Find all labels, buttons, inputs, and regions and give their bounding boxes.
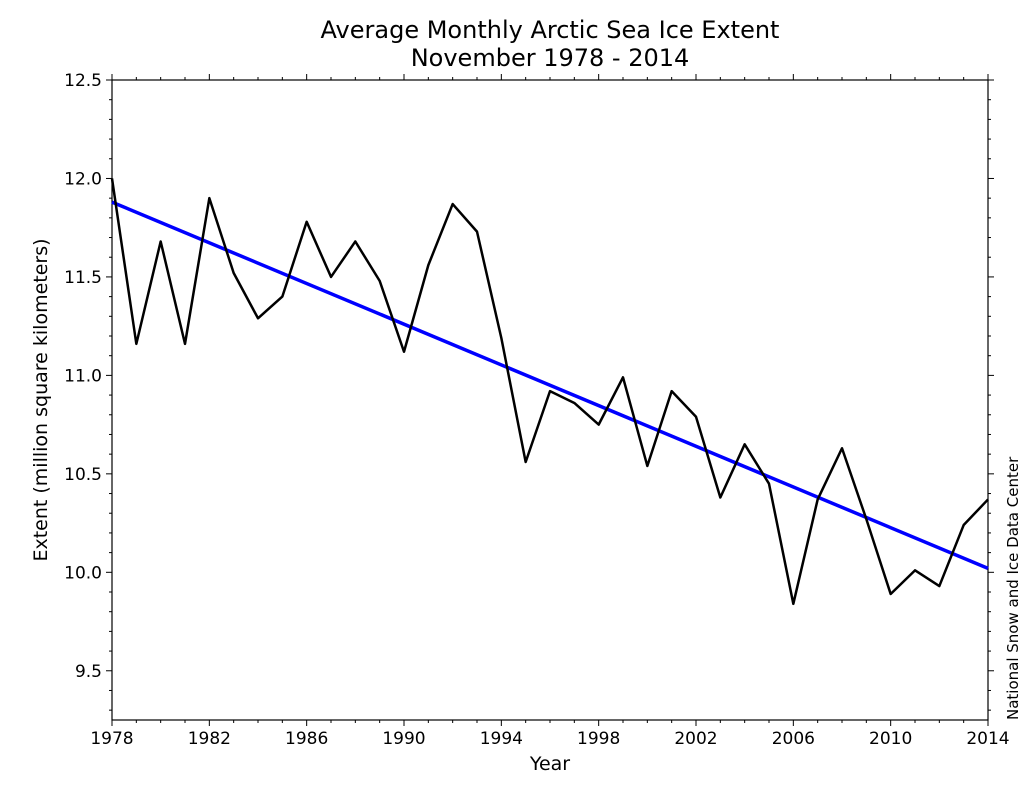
chart-container: 9.5 10.0 10.5 11.0 11.5 12.0 12.5 1978 1982 1986…	[0, 0, 1035, 800]
data-line	[112, 178, 988, 603]
y-tick-label: 12.5	[64, 71, 102, 91]
chart-credit: National Snow and Ice Data Center	[1004, 456, 1022, 720]
x-tick-label: 2010	[869, 729, 912, 749]
x-axis-ticks: 1978 1982 1986 1990 1994 1998 2002 2006 2010 2014	[90, 74, 1009, 749]
y-axis-minor-ticks	[109, 100, 991, 710]
y-tick-label: 9.5	[75, 662, 102, 682]
y-tick-label: 12.0	[64, 169, 102, 189]
x-tick-label: 2014	[966, 729, 1009, 749]
trend-line	[112, 202, 988, 568]
x-tick-label: 1986	[285, 729, 328, 749]
x-tick-label: 1994	[480, 729, 523, 749]
y-tick-label: 11.5	[64, 268, 102, 288]
line-chart: 9.5 10.0 10.5 11.0 11.5 12.0 12.5 1978 1982 1986…	[0, 0, 1035, 800]
y-tick-label: 11.0	[64, 366, 102, 386]
y-axis-label: Extent (million square kilometers)	[30, 238, 52, 561]
chart-title-line1: Average Monthly Arctic Sea Ice Extent	[321, 16, 780, 44]
x-tick-label: 2002	[674, 729, 717, 749]
plot-border	[112, 80, 988, 720]
x-axis-minor-ticks	[136, 77, 963, 723]
x-tick-label: 1998	[577, 729, 620, 749]
x-tick-label: 1990	[382, 729, 425, 749]
y-tick-label: 10.5	[64, 465, 102, 485]
x-tick-label: 1978	[90, 729, 133, 749]
x-tick-label: 1982	[188, 729, 231, 749]
chart-title-line2: November 1978 - 2014	[411, 44, 690, 72]
y-tick-label: 10.0	[64, 563, 102, 583]
x-tick-label: 2006	[772, 729, 815, 749]
x-axis-label: Year	[529, 753, 570, 775]
